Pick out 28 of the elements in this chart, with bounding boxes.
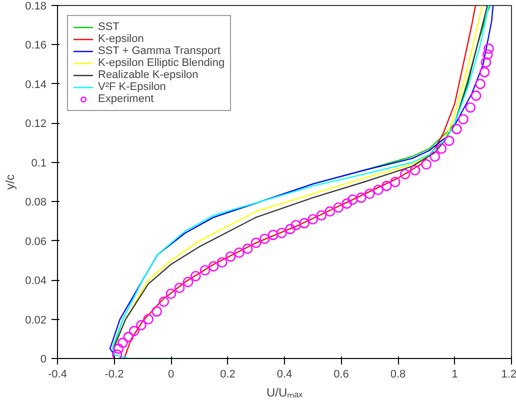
y-tick-label: 0.12 bbox=[25, 118, 47, 130]
legend-label: K-epsilon bbox=[98, 33, 144, 45]
x-tick-label: 0.8 bbox=[390, 368, 406, 380]
y-tick-label: 0.16 bbox=[25, 40, 47, 52]
x-tick-label: 0 bbox=[168, 368, 174, 380]
legend-label: Experiment bbox=[98, 93, 154, 105]
y-axis-title: y/c bbox=[3, 174, 18, 190]
y-tick-label: 0.14 bbox=[25, 78, 47, 91]
x-tick-label: 0.4 bbox=[276, 368, 292, 380]
x-tick-label: -0.4 bbox=[48, 368, 67, 380]
legend-label: SST bbox=[98, 21, 120, 33]
legend-label: K-epsilon Elliptic Blending bbox=[98, 57, 225, 69]
x-tick-label: 1.2 bbox=[501, 368, 516, 380]
x-axis-title: U/Uₘₐₓ bbox=[266, 386, 303, 400]
y-tick-label: 0.18 bbox=[25, 0, 47, 12]
x-tick-label: -0.2 bbox=[104, 368, 124, 380]
x-tick-label: 0.6 bbox=[334, 368, 349, 380]
y-tick-label: 0 bbox=[40, 354, 47, 366]
y-tick-label: 0.02 bbox=[25, 314, 47, 326]
y-tick-label: 0.1 bbox=[31, 157, 47, 170]
legend-label: Realizable K-epsilon bbox=[98, 69, 198, 81]
x-tick-label: 0.2 bbox=[220, 368, 236, 380]
y-tick-label: 0.06 bbox=[25, 236, 47, 248]
x-tick-label: 1 bbox=[452, 368, 458, 380]
legend-label: SST + Gamma Transport bbox=[98, 45, 220, 57]
legend-label: V²F K-Epsilon bbox=[98, 81, 166, 93]
y-tick-label: 0.08 bbox=[25, 196, 47, 209]
y-tick-label: 0.04 bbox=[25, 275, 47, 288]
